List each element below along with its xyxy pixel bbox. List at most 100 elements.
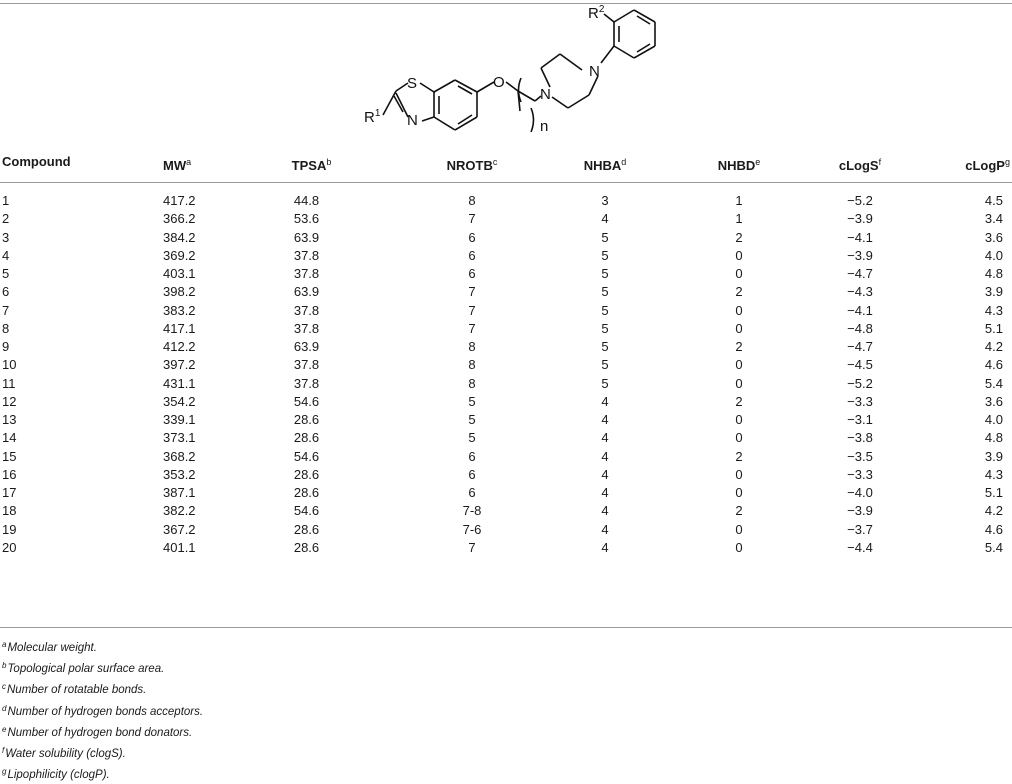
- cell-mw: 366.2: [163, 211, 196, 227]
- cell-mw: 401.1: [163, 539, 196, 555]
- footnote: gLipophilicity (clogP).: [2, 763, 203, 784]
- footnote-marker: g: [2, 767, 7, 777]
- header-nrotb: NROTBc: [446, 157, 498, 173]
- cell-clogp: 4.6: [984, 357, 1003, 373]
- cell-nhbd: 1: [735, 193, 743, 208]
- cell-clogp: 5.4: [984, 375, 1003, 391]
- cell-nhba: 4: [601, 466, 609, 482]
- cell-clogs: −5.2: [847, 193, 873, 208]
- cell-clogs: −4.7: [847, 266, 873, 281]
- footnote-text: Lipophilicity (clogP).: [7, 769, 110, 782]
- oxygen-label: O: [493, 74, 505, 91]
- cell-compound: 11: [2, 375, 16, 391]
- cell-compound: 19: [2, 521, 17, 537]
- cell-clogs: −3.9: [847, 503, 873, 519]
- cell-clogp: 4.2: [984, 503, 1003, 519]
- bond-ph-6: [613, 45, 635, 59]
- footnote-marker: f: [2, 746, 5, 756]
- cell-clogp: 5.1: [984, 485, 1003, 500]
- cell-clogp: 4.3: [984, 466, 1003, 482]
- chain-n-subscript: n: [540, 118, 548, 135]
- cell-compound: 4: [2, 247, 10, 263]
- bond-ph-5-double: [636, 43, 651, 53]
- bracket-right: [530, 107, 535, 133]
- cell-tpsa: 37.8: [293, 357, 320, 373]
- cell-tpsa: 28.6: [293, 521, 320, 537]
- cell-mw: 367.2: [163, 521, 196, 537]
- bond-pip-2: [540, 53, 561, 69]
- cell-nhba: 5: [601, 266, 609, 281]
- footnote: cNumber of rotatable bonds.: [2, 678, 203, 699]
- cell-mw: 339.1: [163, 412, 196, 427]
- footnote: aMolecular weight.: [2, 636, 203, 657]
- bond-pip-3: [559, 53, 583, 71]
- bond-benz-4: [454, 116, 478, 131]
- cell-tpsa: 28.6: [293, 539, 320, 555]
- cell-nrotb: 7: [468, 320, 476, 336]
- cell-nhba: 5: [601, 357, 609, 373]
- cell-compound: 3: [2, 229, 10, 245]
- cell-mw: 354.2: [163, 393, 196, 409]
- cell-nhbd: 0: [735, 357, 743, 373]
- cell-nhbd: 0: [735, 375, 743, 391]
- cell-tpsa: 63.9: [293, 229, 320, 245]
- cell-clogs: −3.9: [847, 211, 873, 227]
- table-row: 15 368.2 54.6 6 4 2 −3.5 3.9: [0, 449, 1012, 467]
- footnote: dNumber of hydrogen bonds acceptors.: [2, 700, 203, 721]
- cell-nrotb: 7: [468, 211, 476, 227]
- bond-o-ch2: [505, 81, 519, 92]
- cell-nrotb: 6: [468, 229, 476, 245]
- cell-nrotb: 8: [468, 339, 476, 354]
- footnote-text: Molecular weight.: [7, 642, 97, 654]
- bond-s-c7a: [419, 82, 435, 93]
- table-row: 14 373.1 28.6 5 4 0 −3.8 4.8: [0, 430, 1012, 448]
- header-compound: Compound: [2, 154, 71, 169]
- cell-nrotb: 7: [468, 539, 476, 555]
- cell-nhbd: 0: [735, 266, 743, 281]
- footnote-text: Number of hydrogen bonds acceptors.: [7, 705, 204, 718]
- bond-pip-1: [540, 67, 551, 88]
- cell-nhba: 5: [601, 320, 609, 336]
- cell-clogs: −4.0: [847, 485, 873, 500]
- cell-tpsa: 37.8: [293, 266, 320, 281]
- cell-mw: 382.2: [163, 503, 196, 519]
- cell-mw: 398.2: [163, 284, 196, 300]
- table-row: 20 401.1 28.6 7 4 0 −4.4 5.4: [0, 540, 1012, 558]
- cell-nrotb: 6: [468, 448, 476, 464]
- cell-tpsa: 63.9: [293, 339, 320, 354]
- header-rule: [0, 182, 1012, 183]
- cell-clogp: 4.8: [984, 266, 1003, 281]
- cell-clogs: −3.5: [847, 448, 873, 464]
- cell-nhba: 4: [601, 503, 609, 519]
- cell-nrotb: 5: [468, 393, 476, 409]
- cell-tpsa: 44.8: [293, 193, 320, 208]
- cell-tpsa: 63.9: [293, 284, 320, 300]
- cell-compound: 17: [2, 485, 17, 500]
- cell-clogp: 3.6: [984, 393, 1003, 409]
- cell-compound: 18: [2, 503, 17, 519]
- chemical-structure: R1 S N O N N n R2: [364, 4, 656, 135]
- cell-clogs: −3.1: [847, 412, 873, 427]
- footnote-marker: b: [2, 661, 7, 671]
- cell-mw: 431.1: [163, 375, 196, 391]
- cell-nhba: 4: [601, 448, 609, 464]
- cell-clogp: 5.4: [984, 539, 1003, 555]
- cell-tpsa: 54.6: [293, 393, 320, 409]
- cell-nhbd: 2: [735, 393, 743, 409]
- cell-nhba: 5: [601, 302, 609, 318]
- footnote: eNumber of hydrogen bond donators.: [2, 721, 203, 742]
- cell-nhbd: 2: [735, 503, 743, 519]
- cell-tpsa: 37.8: [293, 375, 320, 391]
- cell-clogp: 4.5: [984, 193, 1003, 208]
- cell-compound: 2: [2, 211, 10, 227]
- bracket-left: [517, 77, 522, 103]
- cell-mw: 373.1: [163, 430, 196, 446]
- cell-compound: 8: [2, 320, 10, 336]
- cell-clogp: 4.2: [984, 339, 1003, 354]
- cell-mw: 412.2: [163, 339, 196, 354]
- cell-nrotb: 6: [468, 485, 476, 500]
- bond-pip-6: [551, 96, 569, 109]
- cell-nrotb: 6: [468, 466, 476, 482]
- table-row: 9 412.2 63.9 8 5 2 −4.7 4.2: [0, 339, 1012, 357]
- table-row: 13 339.1 28.6 5 4 0 −3.1 4.0: [0, 412, 1012, 430]
